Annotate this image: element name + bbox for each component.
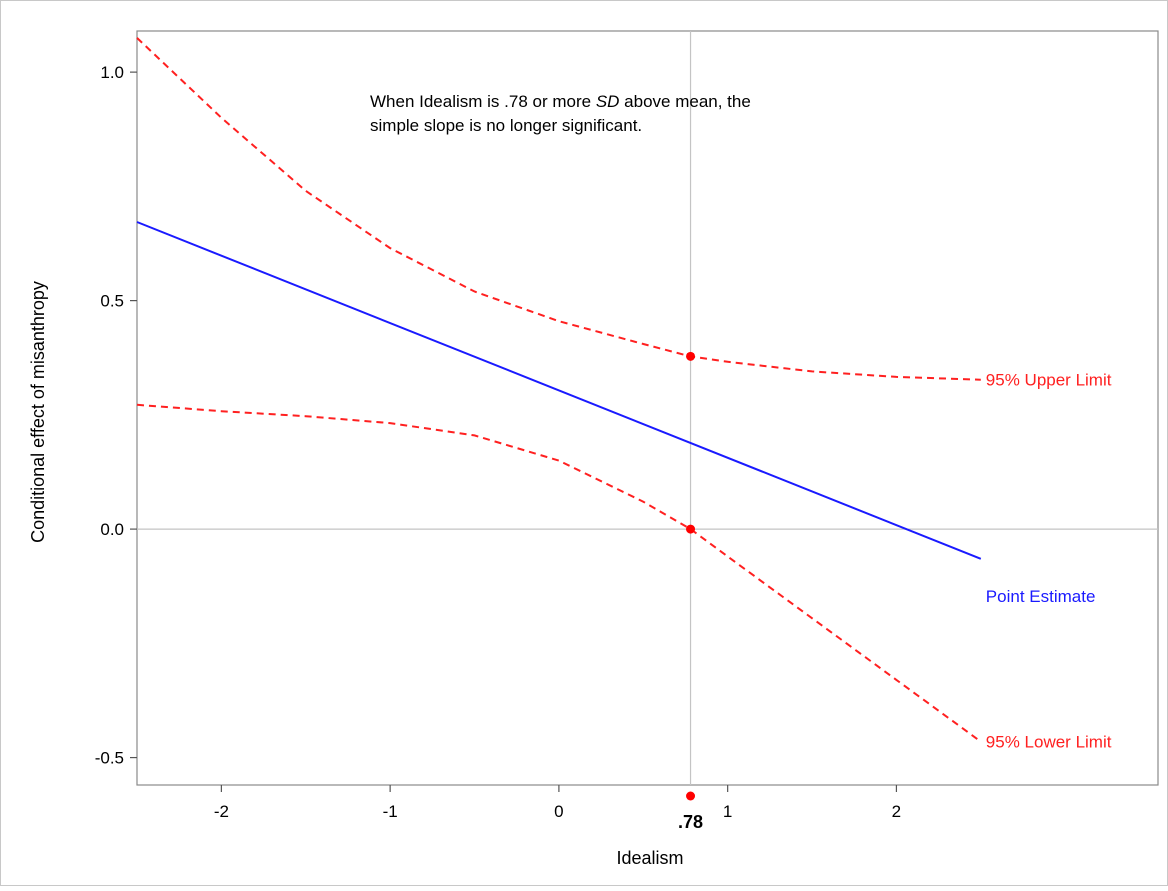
limit-marker [686,524,696,534]
x-tick-label: -1 [383,802,398,821]
y-tick-label: 0.0 [100,520,124,539]
markers-layer [686,351,696,801]
limit-marker [686,351,696,361]
series-label-95-lower-limit: 95% Lower Limit [986,733,1112,752]
note-sd-italic: SD [596,92,620,111]
x-tick-label: 2 [892,802,901,821]
x-axis-title: Idealism [616,848,683,868]
note-suffix: above mean, the [619,92,750,111]
jn-value-label: .78 [678,812,703,832]
x-tick-label: -2 [214,802,229,821]
series-line-95-upper-limit [136,37,981,381]
y-axis-title: Conditional effect of misanthropy [28,281,48,543]
y-tick-label: 0.5 [100,292,124,311]
y-tick-label: -0.5 [95,749,124,768]
y-tick-label: 1.0 [100,63,124,82]
axes: -2 -1 0 1 2 -0.5 0.0 0.5 1.0 [95,63,901,821]
note-prefix: When Idealism is .78 or more [370,92,596,111]
annotation-note-line-2: simple slope is no longer significant. [370,116,642,135]
series-label-point-estimate: Point Estimate [986,587,1096,606]
series-layer [136,37,982,743]
series-line-95-lower-limit [136,403,982,743]
jn-point-marker [686,791,696,801]
annotation-note-line-1: When Idealism is .78 or more SD above me… [370,92,751,111]
x-tick-label: 1 [723,802,732,821]
reference-lines [137,31,1158,785]
labels-layer: Point Estimate 95% Upper Limit 95% Lower L… [678,371,1112,832]
series-label-95-upper-limit: 95% Upper Limit [986,371,1112,390]
plot-area-frame [136,30,1159,786]
series-line-point-estimate [136,221,982,560]
x-tick-label: 0 [554,802,563,821]
